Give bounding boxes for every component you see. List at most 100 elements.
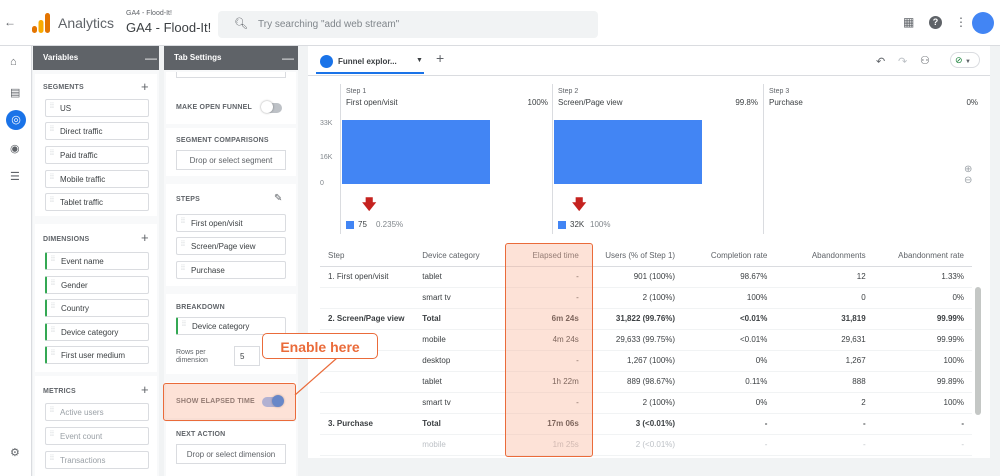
account-name[interactable]: GA4 - Flood-It! [126, 10, 172, 17]
apps-grid-icon[interactable]: ▦ [903, 15, 915, 29]
cell-users: 29,633 (99.75%) [586, 329, 684, 351]
col-abandonment-rate[interactable]: Abandonment rate [873, 246, 972, 267]
cell-elapsed: 6m 24s [506, 308, 587, 330]
cell-abandonments: 888 [775, 371, 874, 393]
elapsed-time-label: SHOW ELAPSED TIME [176, 398, 255, 405]
rows-per-dimension-input[interactable]: 5 [234, 346, 260, 366]
breakdown-chip[interactable]: ⁞⁞ Device category [176, 317, 286, 335]
funnel-bar[interactable] [554, 120, 702, 184]
cell-abandonments: 12 [775, 266, 874, 288]
table-row: tablet 1h 22m 889 (98.67%) 0.11% 888 99.89% [320, 371, 972, 393]
status-dropdown[interactable]: ⊘ ▼ [950, 52, 980, 68]
segment-chip[interactable]: ⁞⁞ Paid traffic [45, 146, 149, 164]
step-chip[interactable]: ⁞⁞ Screen/Page view [176, 237, 286, 255]
add-metric-icon[interactable]: + [141, 382, 149, 397]
segment-chip[interactable]: ⁞⁞ Tablet traffic [45, 193, 149, 211]
elapsed-column-highlight [505, 243, 593, 457]
steps-card: STEPS ✎ ⁞⁞ First open/visit ⁞⁞ Screen/Page… [166, 184, 296, 286]
property-name[interactable]: GA4 - Flood-It! [126, 20, 212, 35]
collapse-icon[interactable]: — [282, 51, 294, 65]
canvas: Funnel explor... ▼ + ↶ ↷ ⚇ ⊘ ▼ 33K 16K 0… [308, 46, 990, 458]
reports-icon[interactable]: ▤ [10, 87, 21, 99]
elapsed-time-toggle[interactable] [262, 395, 284, 407]
advertising-icon[interactable]: ◉ [10, 143, 20, 155]
bars-layer [320, 118, 982, 184]
scrollbar[interactable] [975, 287, 981, 415]
tab-settings-panel: Tab Settings — MAKE OPEN FUNNEL SEGMENT … [164, 46, 298, 476]
search-input[interactable]: 🔍︎ Try searching "add web stream" [218, 11, 598, 38]
tab-funnel-exploration[interactable]: Funnel explor... ▼ [316, 50, 424, 74]
cell-completion: 0.11% [683, 371, 776, 393]
home-icon[interactable]: ⌂ [10, 56, 17, 68]
col-device-category[interactable]: Device category [414, 246, 507, 267]
chevron-down-icon[interactable]: ▼ [416, 57, 423, 64]
back-arrow-icon[interactable]: ← [4, 15, 16, 29]
dimension-chip[interactable]: ⁞⁞ First user medium [45, 346, 149, 364]
y-tick: 33K [320, 120, 333, 127]
dimension-chip[interactable]: ⁞⁞ Event name [45, 252, 149, 270]
cell-abandonments: 1,267 [775, 350, 874, 372]
drop-arrow-icon: 🡇 [362, 196, 377, 212]
col-completion-rate[interactable]: Completion rate [683, 246, 776, 267]
cell-elapsed: - [506, 392, 587, 414]
cell-users: 3 (<0.01%) [586, 413, 684, 435]
step-name: Purchase [769, 98, 803, 107]
metric-chip[interactable]: ⁞⁞ Active users [45, 403, 149, 421]
drop-percent: 0.235% [376, 220, 404, 229]
step-chip[interactable]: ⁞⁞ Purchase [176, 261, 286, 279]
step-percent: 99.8% [735, 98, 758, 107]
search-placeholder: Try searching "add web stream" [258, 19, 400, 30]
explore-icon[interactable]: ◎ [6, 110, 26, 130]
dimension-chip[interactable]: ⁞⁞ Country [45, 299, 149, 317]
cell-device: mobile [414, 329, 507, 351]
zoom-out-icon[interactable]: ⊖ [964, 175, 973, 186]
avatar[interactable] [972, 12, 994, 34]
segment-chip[interactable]: ⁞⁞ US [45, 99, 149, 117]
share-icon[interactable]: ⚇ [920, 55, 930, 67]
table-row: 1. First open/visit tablet -901 (100%) 98.6… [320, 266, 972, 288]
add-segment-icon[interactable]: + [141, 79, 149, 94]
col-abandonments[interactable]: Abandonments [775, 246, 874, 267]
cell-elapsed: 1h 22m [506, 371, 587, 393]
cell-device: Total [414, 308, 507, 330]
add-tab-icon[interactable]: + [436, 50, 445, 66]
metric-chip[interactable]: ⁞⁞ Transactions [45, 451, 149, 469]
cell-step [320, 287, 415, 309]
settings-icon[interactable]: ⚙ [10, 447, 20, 459]
help-icon[interactable]: ? [929, 16, 942, 29]
redo-icon[interactable]: ↷ [898, 56, 908, 68]
cell-users: 1,267 (100%) [586, 350, 684, 372]
cell-abandonment-rate: 100% [873, 350, 972, 372]
segment-chip[interactable]: ⁞⁞ Mobile traffic [45, 170, 149, 188]
add-dimension-icon[interactable]: + [141, 230, 149, 245]
dimension-chip[interactable]: ⁞⁞ Gender [45, 276, 149, 294]
undo-icon[interactable]: ↶ [876, 56, 886, 68]
collapse-icon[interactable]: — [145, 51, 157, 65]
cell-completion: - [683, 413, 776, 435]
open-funnel-label: MAKE OPEN FUNNEL [176, 104, 252, 111]
cell-step [320, 371, 415, 393]
cell-elapsed: - [506, 350, 587, 372]
col-elapsed-time[interactable]: Elapsed time [506, 246, 587, 267]
segment-comparisons-title: SEGMENT COMPARISONS [176, 137, 269, 144]
edit-steps-icon[interactable]: ✎ [274, 193, 283, 204]
next-action-dropzone[interactable]: Drop or select dimension [176, 444, 286, 464]
col-step[interactable]: Step [320, 246, 415, 267]
metric-chip[interactable]: ⁞⁞ Event count [45, 427, 149, 445]
more-vert-icon[interactable]: ⋮ [955, 15, 967, 29]
cell-abandonment-rate: - [873, 434, 972, 456]
step-name: Screen/Page view [558, 98, 623, 107]
cell-completion: - [683, 434, 776, 456]
col-users[interactable]: Users (% of Step 1) [586, 246, 684, 267]
cell-device: tablet [414, 266, 507, 288]
segment-dropzone[interactable]: Drop or select segment [176, 150, 286, 170]
dimension-chip[interactable]: ⁞⁞ Device category [45, 323, 149, 341]
segment-chip[interactable]: ⁞⁞ Direct traffic [45, 122, 149, 140]
configure-icon[interactable]: ☰ [10, 171, 20, 183]
cell-users: 2 (100%) [586, 287, 684, 309]
funnel-bar[interactable] [342, 120, 490, 184]
zoom-in-icon[interactable]: ⊕ [964, 164, 973, 175]
step-chip[interactable]: ⁞⁞ First open/visit [176, 214, 286, 232]
open-funnel-toggle[interactable] [261, 101, 282, 113]
cell-users: 2 (100%) [586, 392, 684, 414]
